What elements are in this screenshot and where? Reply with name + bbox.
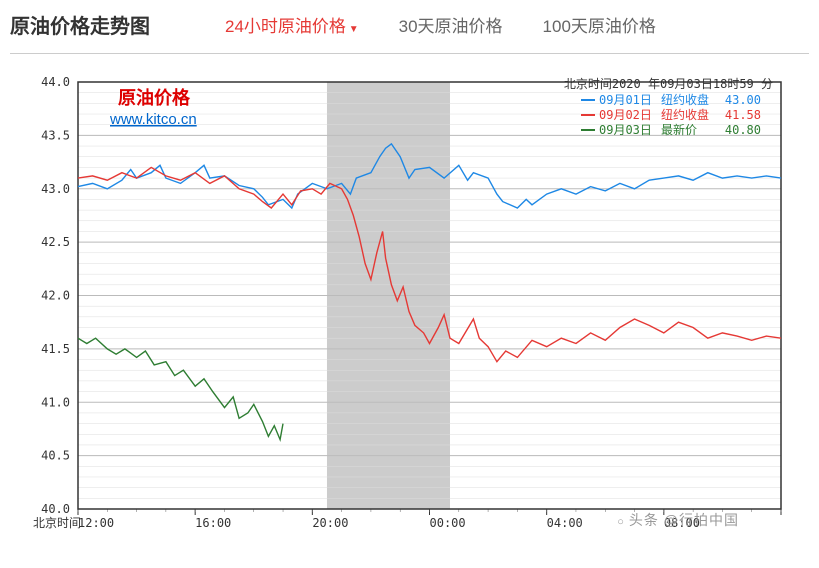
y-tick-label: 41.0 xyxy=(41,395,70,409)
timestamp: 北京时间2020 年09月03日18时59 分 xyxy=(564,77,773,91)
tab-24h[interactable]: 24小时原油价格 xyxy=(225,12,359,37)
chart-title: 原油价格 xyxy=(118,87,191,108)
x-tick-label: 00:00 xyxy=(430,516,466,530)
legend-date: 09月02日 xyxy=(599,108,652,122)
tab-30d[interactable]: 30天原油价格 xyxy=(399,12,503,37)
y-tick-label: 43.5 xyxy=(41,128,70,142)
oil-price-chart: 40.0 40.5 41.0 41.5 42.0 42.5 43.0 43.5 44.0 12:0… xyxy=(18,64,801,544)
legend-desc: 最新价 xyxy=(661,122,697,137)
y-tick-label: 40.5 xyxy=(41,449,70,463)
legend-value: 43.00 xyxy=(725,93,761,107)
legend-date: 09月01日 xyxy=(599,93,652,107)
page-title: 原油价格走势图 xyxy=(10,10,150,39)
source-url[interactable]: www.kitco.cn xyxy=(109,111,197,128)
series-09月03日 xyxy=(78,338,283,439)
legend-value: 41.58 xyxy=(725,108,761,122)
tab-100d[interactable]: 100天原油价格 xyxy=(543,12,656,37)
legend-desc: 纽约收盘 xyxy=(661,92,709,107)
x-tick-label: 12:00 xyxy=(78,516,114,530)
header-divider xyxy=(10,53,809,54)
legend-value: 40.80 xyxy=(725,123,761,137)
tabs: 24小时原油价格 30天原油价格 100天原油价格 xyxy=(225,12,656,37)
x-axis-label: 北京时间 xyxy=(33,516,81,530)
x-tick-label: 04:00 xyxy=(547,516,583,530)
x-tick-label: 16:00 xyxy=(195,516,231,530)
y-tick-label: 40.0 xyxy=(41,502,70,516)
legend-date: 09月03日 xyxy=(599,123,652,137)
y-tick-label: 42.5 xyxy=(41,235,70,249)
y-tick-label: 42.0 xyxy=(41,289,70,303)
y-tick-label: 43.0 xyxy=(41,182,70,196)
watermark: 头条 @行拍中国 xyxy=(617,510,739,530)
legend-desc: 纽约收盘 xyxy=(661,107,709,122)
y-tick-label: 41.5 xyxy=(41,342,70,356)
x-tick-label: 20:00 xyxy=(312,516,348,530)
y-tick-label: 44.0 xyxy=(41,75,70,89)
